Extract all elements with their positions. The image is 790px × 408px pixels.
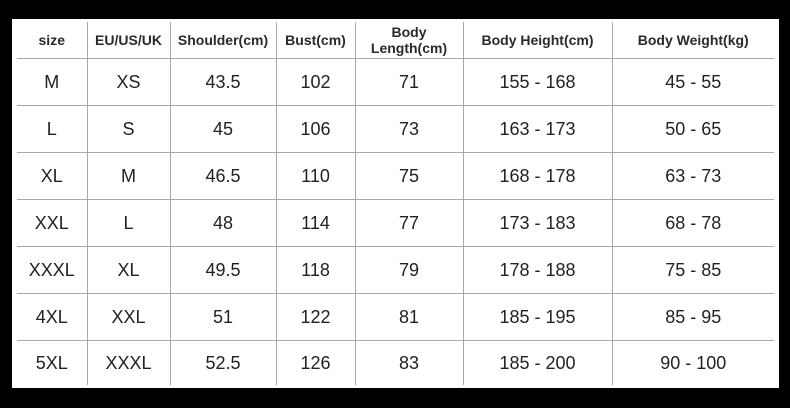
cell-shoulder: 46.5	[169, 152, 276, 200]
cell-region-size: XXL	[86, 293, 170, 341]
size-chart-table: size EU/US/UK Shoulder(cm) Bust(cm) Body…	[17, 22, 774, 385]
cell-bust: 110	[275, 152, 355, 200]
cell-body-length: 75	[354, 152, 463, 200]
header-body-length: Body Length(cm)	[354, 22, 463, 59]
cell-body-weight: 68 - 78	[611, 199, 774, 247]
header-row: size EU/US/UK Shoulder(cm) Bust(cm) Body…	[17, 22, 774, 59]
table-row: 5XL XXXL 52.5 126 83 185 - 200 90 - 100	[17, 340, 774, 385]
cell-bust: 118	[275, 246, 355, 294]
table-row: XL M 46.5 110 75 168 - 178 63 - 73	[17, 152, 774, 200]
cell-body-weight: 85 - 95	[611, 293, 774, 341]
cell-body-length: 77	[354, 199, 463, 247]
cell-region-size: XL	[86, 246, 170, 294]
cell-body-height: 173 - 183	[462, 199, 612, 247]
size-chart-panel: size EU/US/UK Shoulder(cm) Bust(cm) Body…	[12, 19, 779, 388]
cell-size: 5XL	[17, 340, 87, 385]
cell-size: XL	[17, 152, 87, 200]
cell-body-height: 168 - 178	[462, 152, 612, 200]
cell-region-size: XS	[86, 58, 170, 106]
cell-shoulder: 45	[169, 105, 276, 153]
cell-size: XXXL	[17, 246, 87, 294]
cell-body-height: 185 - 195	[462, 293, 612, 341]
table-row: M XS 43.5 102 71 155 - 168 45 - 55	[17, 58, 774, 106]
cell-body-weight: 90 - 100	[611, 340, 774, 385]
table-row: XXL L 48 114 77 173 - 183 68 - 78	[17, 199, 774, 247]
cell-size: L	[17, 105, 87, 153]
cell-bust: 126	[275, 340, 355, 385]
cell-body-height: 155 - 168	[462, 58, 612, 106]
cell-body-length: 71	[354, 58, 463, 106]
cell-region-size: M	[86, 152, 170, 200]
cell-shoulder: 51	[169, 293, 276, 341]
cell-shoulder: 48	[169, 199, 276, 247]
cell-shoulder: 52.5	[169, 340, 276, 385]
cell-body-weight: 45 - 55	[611, 58, 774, 106]
cell-shoulder: 49.5	[169, 246, 276, 294]
cell-body-length: 81	[354, 293, 463, 341]
table-row: XXXL XL 49.5 118 79 178 - 188 75 - 85	[17, 246, 774, 294]
cell-shoulder: 43.5	[169, 58, 276, 106]
cell-size: M	[17, 58, 87, 106]
cell-body-height: 185 - 200	[462, 340, 612, 385]
cell-region-size: L	[86, 199, 170, 247]
cell-body-length: 73	[354, 105, 463, 153]
cell-body-weight: 63 - 73	[611, 152, 774, 200]
cell-region-size: XXXL	[86, 340, 170, 385]
header-body-weight: Body Weight(kg)	[611, 22, 774, 59]
cell-region-size: S	[86, 105, 170, 153]
table-row: L S 45 106 73 163 - 173 50 - 65	[17, 105, 774, 153]
cell-body-weight: 75 - 85	[611, 246, 774, 294]
cell-body-length: 83	[354, 340, 463, 385]
cell-body-height: 178 - 188	[462, 246, 612, 294]
header-region-size: EU/US/UK	[86, 22, 170, 59]
header-size: size	[38, 32, 65, 48]
cell-bust: 102	[275, 58, 355, 106]
header-shoulder: Shoulder(cm)	[169, 22, 276, 59]
cell-body-height: 163 - 173	[462, 105, 612, 153]
cell-bust: 114	[275, 199, 355, 247]
cell-size: XXL	[17, 199, 87, 247]
table-row: 4XL XXL 51 122 81 185 - 195 85 - 95	[17, 293, 774, 341]
cell-size: 4XL	[17, 293, 87, 341]
cell-body-length: 79	[354, 246, 463, 294]
cell-body-weight: 50 - 65	[611, 105, 774, 153]
header-body-height: Body Height(cm)	[462, 22, 612, 59]
cell-bust: 106	[275, 105, 355, 153]
cell-bust: 122	[275, 293, 355, 341]
header-bust: Bust(cm)	[275, 22, 355, 59]
